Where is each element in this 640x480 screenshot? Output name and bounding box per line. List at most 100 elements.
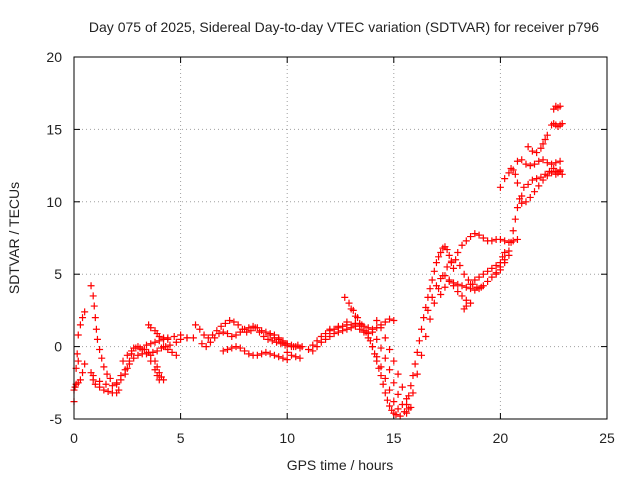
data-point <box>509 227 517 235</box>
data-point <box>428 276 436 284</box>
data-point <box>479 270 487 278</box>
data-point <box>520 183 528 191</box>
data-point <box>447 257 455 265</box>
data-point <box>345 299 353 307</box>
data-point <box>245 350 253 358</box>
data-point <box>539 140 547 148</box>
data-point <box>123 351 131 359</box>
data-point <box>322 335 330 343</box>
data-point <box>390 398 398 406</box>
data-point <box>422 332 430 340</box>
data-point <box>505 251 513 259</box>
data-point <box>492 262 500 270</box>
data-point <box>234 321 242 329</box>
data-points <box>70 102 566 420</box>
data-point <box>467 280 475 288</box>
data-point <box>418 325 426 333</box>
data-point <box>253 324 261 332</box>
data-point <box>471 286 479 294</box>
x-tick-label: 5 <box>177 430 185 446</box>
data-point <box>160 343 168 351</box>
data-point <box>386 366 394 374</box>
data-point <box>488 237 496 245</box>
data-point <box>287 351 295 359</box>
data-point <box>142 350 150 358</box>
data-point <box>545 167 553 175</box>
data-point <box>475 273 483 281</box>
data-point <box>445 251 453 259</box>
data-point <box>518 156 526 164</box>
data-point <box>79 369 87 377</box>
x-tick-label: 10 <box>279 430 295 446</box>
data-point <box>381 354 389 362</box>
data-point <box>147 357 155 365</box>
data-point <box>266 350 274 358</box>
data-point <box>147 340 155 348</box>
data-point <box>556 157 564 165</box>
data-point <box>460 305 468 313</box>
data-point <box>92 325 100 333</box>
data-point <box>305 345 313 353</box>
data-point <box>219 347 227 355</box>
data-point <box>106 374 114 382</box>
data-point <box>100 363 108 371</box>
data-point <box>528 176 536 184</box>
data-point <box>524 143 532 151</box>
data-point <box>496 183 504 191</box>
data-point <box>475 285 483 293</box>
data-point <box>160 335 168 343</box>
y-axis-label: SDTVAR / TECUs <box>6 182 22 294</box>
data-point <box>172 351 180 359</box>
data-point <box>492 270 500 278</box>
data-point <box>552 159 560 167</box>
data-point <box>283 348 291 356</box>
data-point <box>415 337 423 345</box>
data-point <box>294 341 302 349</box>
data-point <box>437 275 445 283</box>
y-tick-label: 0 <box>54 339 62 355</box>
data-point <box>441 283 449 291</box>
data-point <box>522 160 530 168</box>
data-point <box>377 344 385 352</box>
data-point <box>458 292 466 300</box>
data-point <box>298 343 306 351</box>
data-point <box>513 235 521 243</box>
data-point <box>533 175 541 183</box>
data-point <box>258 350 266 358</box>
data-point <box>236 328 244 336</box>
data-point <box>89 292 97 300</box>
data-point <box>484 267 492 275</box>
data-point <box>279 354 287 362</box>
data-point <box>467 233 475 241</box>
data-point <box>381 389 389 397</box>
data-point <box>96 345 104 353</box>
data-point <box>437 290 445 298</box>
y-tick-label: 15 <box>46 121 62 137</box>
data-point <box>196 325 204 333</box>
y-tick-label: 10 <box>46 194 62 210</box>
data-point <box>168 348 176 356</box>
data-point <box>125 360 133 368</box>
data-point <box>228 344 236 352</box>
data-point <box>405 392 413 400</box>
data-point <box>377 363 385 371</box>
data-point <box>270 331 278 339</box>
data-point <box>260 332 268 340</box>
data-point <box>413 370 421 378</box>
data-point <box>364 334 372 342</box>
data-point <box>518 199 526 207</box>
data-point <box>428 293 436 301</box>
data-point <box>501 175 509 183</box>
data-point <box>411 360 419 368</box>
data-point <box>343 318 351 326</box>
data-point <box>541 170 549 178</box>
data-point <box>226 317 234 325</box>
data-point <box>528 147 536 155</box>
data-point <box>138 345 146 353</box>
data-point <box>89 372 97 380</box>
data-point <box>351 312 359 320</box>
data-point <box>283 340 291 348</box>
data-point <box>224 345 232 353</box>
data-point <box>449 264 457 272</box>
data-point <box>467 299 475 307</box>
